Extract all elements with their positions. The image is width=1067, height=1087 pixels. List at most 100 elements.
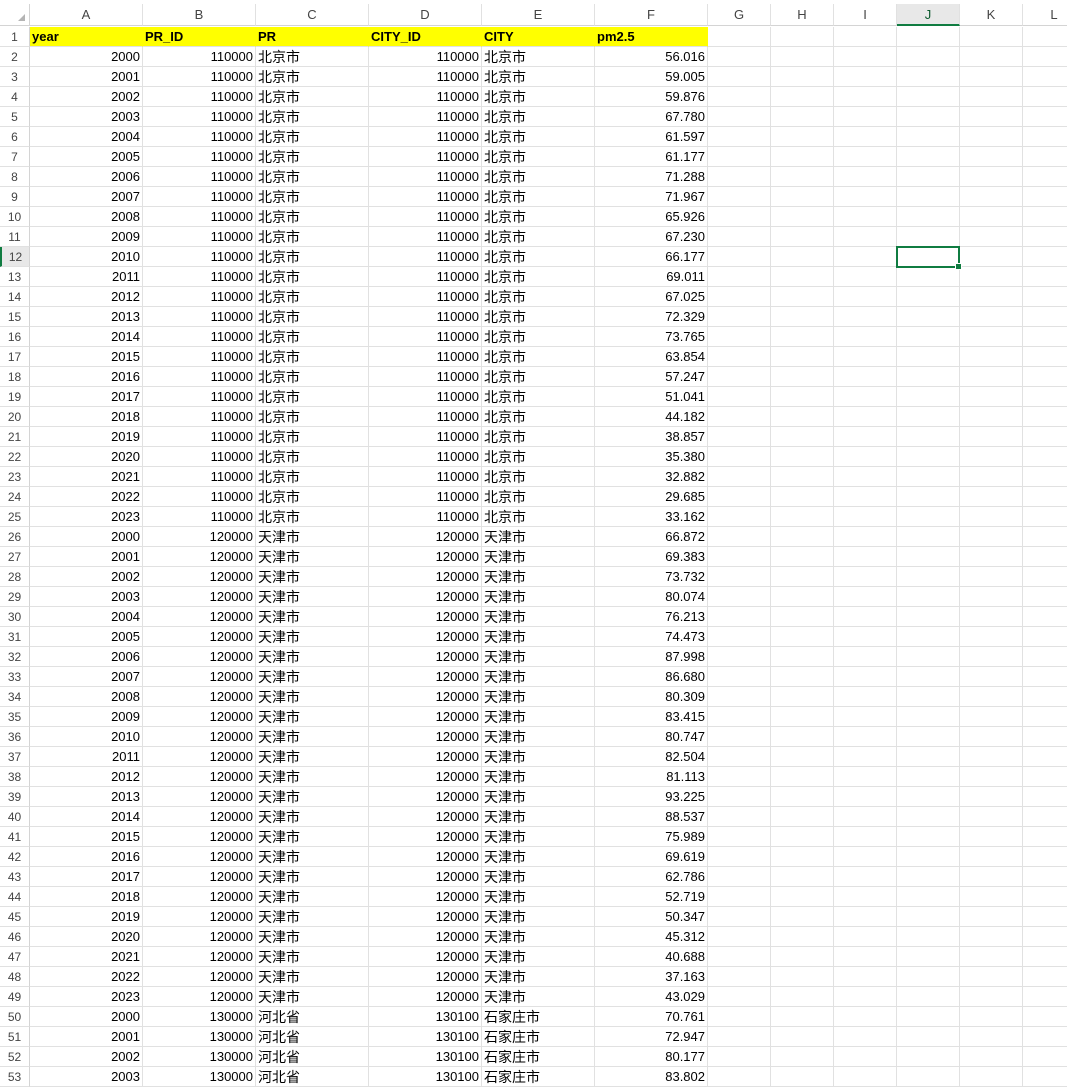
data-cell[interactable]: 北京市 — [256, 507, 369, 527]
empty-cell[interactable] — [771, 667, 834, 687]
empty-cell[interactable] — [897, 187, 960, 207]
data-cell[interactable]: 天津市 — [256, 867, 369, 887]
empty-cell[interactable] — [897, 307, 960, 327]
data-cell[interactable]: 67.780 — [595, 107, 708, 127]
data-cell[interactable]: 110000 — [143, 487, 256, 507]
data-cell[interactable]: 天津市 — [482, 987, 595, 1007]
empty-cell[interactable] — [771, 147, 834, 167]
empty-cell[interactable] — [897, 527, 960, 547]
empty-cell[interactable] — [834, 547, 897, 567]
column-header-d[interactable]: D — [369, 4, 482, 26]
empty-cell[interactable] — [960, 887, 1023, 907]
empty-cell[interactable] — [960, 367, 1023, 387]
data-cell[interactable]: 天津市 — [482, 827, 595, 847]
row-header[interactable]: 43 — [0, 867, 30, 887]
data-cell[interactable]: 天津市 — [256, 787, 369, 807]
row-header[interactable]: 48 — [0, 967, 30, 987]
data-cell[interactable]: 110000 — [143, 47, 256, 67]
empty-cell[interactable] — [960, 507, 1023, 527]
data-cell[interactable]: 天津市 — [256, 767, 369, 787]
empty-cell[interactable] — [708, 1007, 771, 1027]
empty-cell[interactable] — [771, 327, 834, 347]
data-cell[interactable]: 71.288 — [595, 167, 708, 187]
data-cell[interactable]: 2003 — [30, 107, 143, 127]
empty-cell[interactable] — [771, 67, 834, 87]
empty-cell[interactable] — [834, 787, 897, 807]
data-cell[interactable]: 110000 — [143, 267, 256, 287]
empty-cell[interactable] — [708, 667, 771, 687]
row-header[interactable]: 15 — [0, 307, 30, 327]
empty-cell[interactable] — [708, 387, 771, 407]
data-cell[interactable]: 北京市 — [256, 267, 369, 287]
data-cell[interactable]: 66.872 — [595, 527, 708, 547]
empty-cell[interactable] — [1023, 787, 1067, 807]
data-cell[interactable]: 120000 — [143, 987, 256, 1007]
empty-cell[interactable] — [771, 827, 834, 847]
data-cell[interactable]: 130100 — [369, 1047, 482, 1067]
data-cell[interactable]: 130100 — [369, 1007, 482, 1027]
data-cell[interactable]: 110000 — [143, 367, 256, 387]
empty-cell[interactable] — [897, 627, 960, 647]
data-cell[interactable]: 天津市 — [256, 667, 369, 687]
empty-cell[interactable] — [771, 207, 834, 227]
empty-cell[interactable] — [708, 927, 771, 947]
data-cell[interactable]: 110000 — [143, 187, 256, 207]
data-cell[interactable]: 2003 — [30, 587, 143, 607]
empty-cell[interactable] — [834, 487, 897, 507]
empty-cell[interactable] — [708, 767, 771, 787]
empty-cell[interactable] — [1023, 47, 1067, 67]
data-cell[interactable]: 天津市 — [256, 907, 369, 927]
empty-cell[interactable] — [1023, 847, 1067, 867]
data-cell[interactable]: 天津市 — [256, 527, 369, 547]
data-cell[interactable]: 120000 — [369, 747, 482, 767]
empty-cell[interactable] — [771, 807, 834, 827]
data-cell[interactable]: 110000 — [143, 107, 256, 127]
data-cell[interactable]: 120000 — [369, 567, 482, 587]
empty-cell[interactable] — [1023, 547, 1067, 567]
empty-cell[interactable] — [834, 967, 897, 987]
data-cell[interactable]: 120000 — [369, 947, 482, 967]
data-cell[interactable]: 120000 — [369, 707, 482, 727]
row-header[interactable]: 16 — [0, 327, 30, 347]
empty-cell[interactable] — [771, 1007, 834, 1027]
empty-cell[interactable] — [960, 147, 1023, 167]
empty-cell[interactable] — [834, 47, 897, 67]
row-header[interactable]: 38 — [0, 767, 30, 787]
empty-cell[interactable] — [708, 587, 771, 607]
empty-cell[interactable] — [834, 187, 897, 207]
empty-cell[interactable] — [897, 27, 960, 47]
empty-cell[interactable] — [960, 847, 1023, 867]
empty-cell[interactable] — [708, 307, 771, 327]
data-cell[interactable]: 2001 — [30, 67, 143, 87]
empty-cell[interactable] — [1023, 967, 1067, 987]
empty-cell[interactable] — [897, 747, 960, 767]
empty-cell[interactable] — [960, 1027, 1023, 1047]
empty-cell[interactable] — [897, 767, 960, 787]
row-header[interactable]: 28 — [0, 567, 30, 587]
data-cell[interactable]: 2017 — [30, 387, 143, 407]
empty-cell[interactable] — [708, 887, 771, 907]
data-cell[interactable]: 120000 — [143, 667, 256, 687]
empty-cell[interactable] — [1023, 1067, 1067, 1087]
empty-cell[interactable] — [771, 367, 834, 387]
empty-cell[interactable] — [897, 267, 960, 287]
empty-cell[interactable] — [960, 687, 1023, 707]
data-cell[interactable]: 2019 — [30, 427, 143, 447]
data-cell[interactable]: 67.025 — [595, 287, 708, 307]
data-cell[interactable]: 44.182 — [595, 407, 708, 427]
data-cell[interactable]: 北京市 — [482, 407, 595, 427]
empty-cell[interactable] — [960, 167, 1023, 187]
data-cell[interactable]: 天津市 — [482, 727, 595, 747]
empty-cell[interactable] — [771, 687, 834, 707]
data-cell[interactable]: 2017 — [30, 867, 143, 887]
empty-cell[interactable] — [771, 187, 834, 207]
row-header[interactable]: 13 — [0, 267, 30, 287]
empty-cell[interactable] — [1023, 807, 1067, 827]
empty-cell[interactable] — [1023, 367, 1067, 387]
data-cell[interactable]: 110000 — [369, 467, 482, 487]
data-cell[interactable]: 80.177 — [595, 1047, 708, 1067]
data-cell[interactable]: 天津市 — [256, 807, 369, 827]
data-cell[interactable]: 天津市 — [482, 887, 595, 907]
empty-cell[interactable] — [1023, 1027, 1067, 1047]
row-header[interactable]: 12 — [0, 247, 30, 267]
